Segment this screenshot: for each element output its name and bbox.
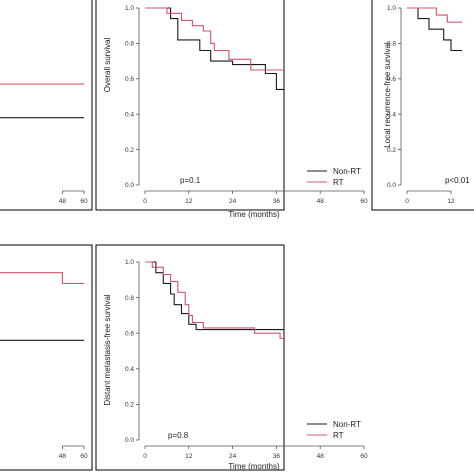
- x-tick-label: 24: [229, 453, 237, 460]
- y-tick-label: 0.4: [387, 111, 396, 118]
- panel-frame: [0, 0, 93, 211]
- panel-frame: [371, 0, 474, 211]
- x-tick-label: 48: [317, 198, 325, 205]
- chart-panel-overall-survival: 0.0 0.2 0.4 0.6 0.8 1.0 0 12 24 36 48 60 Time (month…: [95, 0, 368, 219]
- x-tick-label: 0: [143, 453, 147, 460]
- y-tick-label: 0.4: [125, 366, 134, 373]
- y-tick-label: 0.0: [125, 437, 134, 444]
- y-tick-label: 0.2: [125, 147, 134, 154]
- x-tick-label: 12: [185, 198, 193, 205]
- x-tick-label: 36: [273, 198, 281, 205]
- km-curve-rt: [407, 7, 462, 23]
- chart-panel-top-left-partial: 48 60: [0, 0, 93, 211]
- chart-panel-distant-metastasis-free-survival: 0.0 0.2 0.4 0.6 0.8 1.0 0 12 24 36 48 60 Time (month…: [95, 244, 368, 471]
- y-tick-label: 0.0: [125, 182, 134, 189]
- chart-panel-bottom-left-partial: 48 60: [0, 244, 93, 471]
- y-tick-label: 0.2: [387, 147, 396, 154]
- km-curve-rt: [0, 272, 84, 284]
- y-axis-label: Local recurrence-free survival: [383, 42, 392, 148]
- panel-frame: [0, 244, 93, 471]
- x-tick-label: 60: [80, 453, 88, 460]
- y-tick-label: 0.8: [125, 295, 134, 302]
- km-curve-non-rt: [407, 7, 462, 52]
- legend: Non-RT RT: [307, 167, 361, 187]
- y-axis-label: Distant metastasis-free survival: [103, 294, 112, 405]
- y-tick-label: 0.4: [125, 111, 134, 118]
- x-tick-label: 36: [273, 453, 281, 460]
- y-tick-label: 1.0: [125, 5, 134, 12]
- curves: [145, 261, 284, 340]
- y-tick-label: 0.6: [125, 330, 134, 337]
- x-tick-label: 24: [229, 198, 237, 205]
- x-tick-label: 48: [317, 453, 325, 460]
- legend-entry: RT: [333, 431, 344, 440]
- curves: [407, 7, 462, 52]
- curves: [0, 83, 84, 119]
- panel-frame: [95, 0, 285, 211]
- x-tick-label: 48: [59, 453, 67, 460]
- km-curve-non-rt: [145, 261, 284, 331]
- panel-frame: [95, 244, 285, 471]
- y-tick-label: 0.8: [125, 41, 134, 48]
- p-value-label: p<0.01: [445, 176, 470, 185]
- x-axis-label: Time (months): [228, 210, 280, 219]
- y-axis-label: Overall survival: [103, 37, 112, 92]
- y-tick-label: 0.2: [125, 402, 134, 409]
- x-tick-label: 0: [405, 198, 409, 205]
- x-tick-label: 0: [143, 198, 147, 205]
- x-tick-label: 48: [59, 198, 67, 205]
- p-value-label: p=0.1: [180, 176, 201, 185]
- p-value-label: p=0.8: [168, 431, 189, 440]
- x-tick-label: 60: [360, 453, 368, 460]
- km-curve-rt: [145, 7, 284, 71]
- curves: [0, 272, 84, 341]
- x-tick-label: 12: [447, 198, 455, 205]
- x-tick-label: 60: [80, 198, 88, 205]
- y-tick-label: 0.6: [387, 76, 396, 83]
- curves: [145, 7, 284, 90]
- y-tick-label: 1.0: [387, 5, 396, 12]
- x-tick-label: 12: [185, 453, 193, 460]
- legend: Non-RT RT: [307, 420, 361, 440]
- legend-entry: RT: [333, 178, 344, 187]
- y-tick-label: 0.8: [387, 41, 396, 48]
- x-axis-label: Time (months): [228, 462, 280, 471]
- y-tick-label: 0.0: [387, 182, 396, 189]
- legend-entry: Non-RT: [333, 167, 361, 176]
- y-tick-label: 1.0: [125, 259, 134, 266]
- km-curve-rt: [145, 261, 284, 340]
- chart-panel-local-recurrence-free-survival-partial: 0.0 0.2 0.4 0.6 0.8 1.0 0 12 Local recurrence-fr…: [371, 0, 474, 211]
- x-tick-label: 60: [360, 198, 368, 205]
- km-curve-non-rt: [145, 7, 284, 90]
- y-tick-label: 0.6: [125, 76, 134, 83]
- legend-entry: Non-RT: [333, 420, 361, 429]
